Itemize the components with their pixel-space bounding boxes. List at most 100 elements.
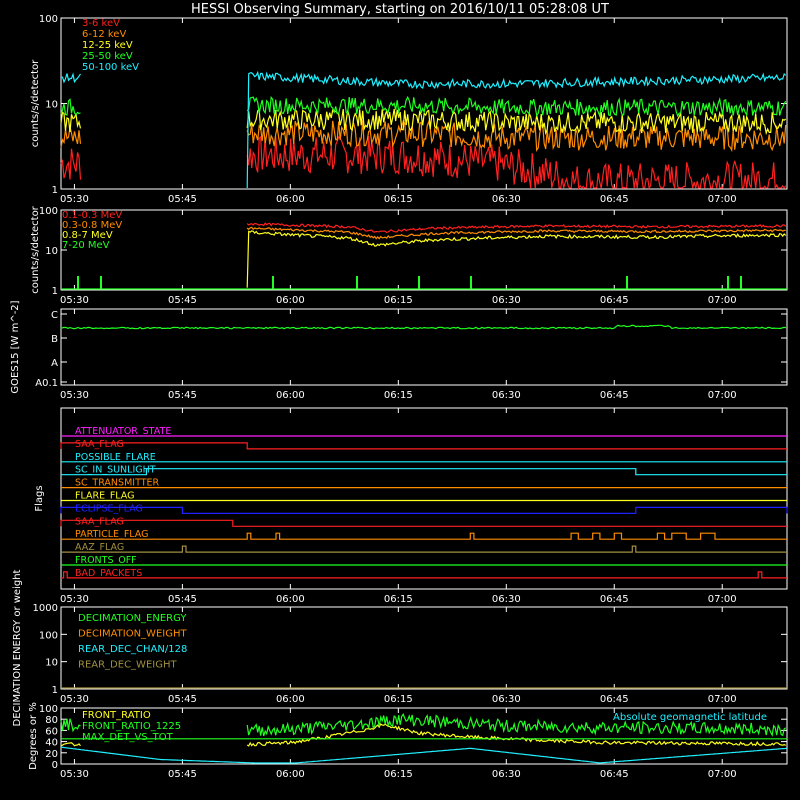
x-tick-label: 07:00 [708,694,737,705]
x-tick-label: 06:00 [276,194,305,205]
legend-entry: 12-25 keV [82,40,133,51]
y-tick-label: C [51,310,58,321]
x-tick-label: 06:30 [492,594,521,605]
legend-entry: DECIMATION_WEIGHT [78,629,187,640]
series-line-4 [60,746,788,764]
series-line-1 [246,135,787,191]
flag-label: ECLIPSE_FLAG [75,503,143,514]
y-tick-label: 1 [52,286,58,297]
x-tick-label: 05:30 [60,694,89,705]
y-tick-label: 100 [39,14,58,25]
x-tick-label: 05:45 [168,769,197,780]
x-tick-label: 05:30 [60,390,89,401]
legend-entry: 6-12 keV [82,29,126,40]
y-tick-label: A [51,358,58,369]
series-line-1 [60,148,82,180]
y-axis-label: GOES15 [W m^-2] [10,300,21,393]
y-tick-label: 10 [45,246,58,257]
y-tick-label: 100 [39,206,58,217]
flag-label: FLARE_FLAG [75,491,135,502]
flag-label: SC_IN_SUNLIGHT [75,465,156,476]
y-axis-label: Degrees or % [28,702,39,770]
legend-entry: 25-50 keV [82,51,133,62]
series-line-2 [246,713,787,737]
series-line-3 [246,230,787,288]
y-axis-label: counts/s/detector [30,59,41,147]
legend-entry: MAX_DET_VS_TOT [82,732,174,743]
x-tick-label: 06:15 [384,295,413,306]
flag-label: SC_TRANSMITTER [75,478,160,489]
x-tick-label: 06:15 [384,694,413,705]
flag-line [60,506,788,514]
x-tick-label: 05:45 [168,594,197,605]
x-tick-label: 06:45 [600,594,629,605]
series-line-5 [246,70,787,189]
series-line-3 [60,110,82,132]
x-tick-label: 06:30 [492,769,521,780]
x-tick-label: 06:45 [600,390,629,401]
x-tick-label: 06:45 [600,694,629,705]
series-line-2 [60,718,81,733]
y-axis-label: Flags [34,485,45,511]
flag-label: ATTENUATOR_STATE [75,426,171,437]
x-tick-label: 06:45 [600,769,629,780]
x-tick-label: 05:45 [168,694,197,705]
series-line-1 [60,742,81,747]
panel-frame-6 [60,707,788,765]
x-tick-label: 06:30 [492,390,521,401]
panel-frame-3 [60,308,788,386]
panel-frame-5 [60,606,788,690]
series-line-2 [246,119,787,153]
x-tick-label: 07:00 [708,390,737,401]
latitude-annotation: Absolute geomagnetic latitude [613,712,767,723]
x-tick-label: 06:00 [276,295,305,306]
x-tick-label: 05:30 [60,769,89,780]
flag-label: POSSIBLE_FLARE [75,452,156,463]
series-line-5 [60,72,82,84]
x-tick-label: 06:00 [276,769,305,780]
legend-entry: DECIMATION_ENERGY [78,613,187,624]
x-tick-label: 06:15 [384,194,413,205]
flag-line [61,545,787,553]
flag-label: BAD_PACKETS [75,568,142,579]
x-tick-label: 06:00 [276,694,305,705]
chart-title: HESSI Observing Summary, starting on 201… [191,2,609,17]
legend-entry: 3-6 keV [82,18,120,29]
y-tick-label: 100 [39,704,58,715]
flag-label: SAA_FLAG [75,516,124,527]
x-tick-label: 05:45 [168,194,197,205]
series-line-2 [246,226,786,240]
panels: 05:30 05:45 06:00 06:15 06:30 06:45 07:00 count… [10,14,788,780]
x-tick-label: 05:30 [60,594,89,605]
y-tick-label: A0.1 [35,378,58,389]
legend-entry: 0.3-0.8 MeV [62,220,122,231]
y-tick-label: 0 [52,760,58,771]
series-line-4 [246,95,787,119]
x-tick-label: 06:30 [492,295,521,306]
series-line-2 [60,127,82,148]
legend-entry: REAR_DEC_CHAN/128 [78,644,187,655]
legend-entry: 7-20 MeV [62,240,110,251]
x-tick-label: 06:00 [276,594,305,605]
x-tick-label: 05:30 [60,194,89,205]
x-tick-label: 06:30 [492,194,521,205]
goes-line [61,324,787,330]
x-tick-label: 05:45 [168,295,197,306]
legend-entry: 50-100 keV [82,62,139,73]
x-tick-label: 06:30 [492,694,521,705]
y-tick-label: 1 [52,185,58,196]
y-tick-label: 1000 [33,603,58,614]
legend-entry: 0.1-0.3 MeV [62,210,122,221]
x-tick-label: 05:30 [60,295,89,306]
x-tick-label: 06:45 [600,194,629,205]
y-tick-label: 60 [45,726,58,737]
x-tick-label: 06:45 [600,295,629,306]
flag-line [61,468,787,476]
legend-entry: 0.8-7 MeV [62,230,113,241]
y-tick-label: 10 [45,658,58,669]
y-tick-label: 100 [39,630,58,641]
flag-label: PARTICLE_FLAG [75,529,148,540]
legend-entry: REAR_DEC_WEIGHT [78,660,177,671]
flag-line [61,571,787,579]
